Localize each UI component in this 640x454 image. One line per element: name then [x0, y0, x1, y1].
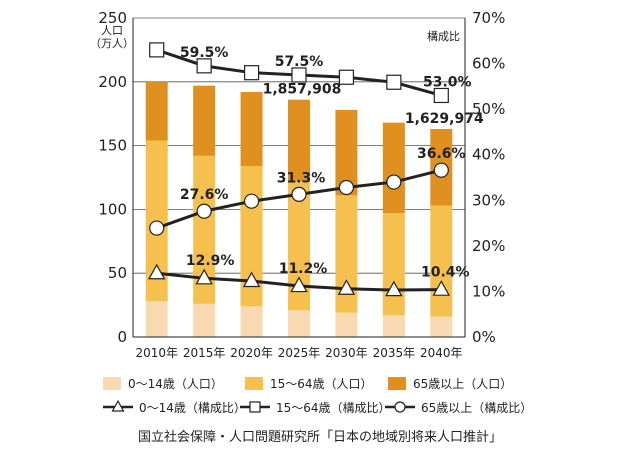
left-axis-unit: （万人） [90, 37, 134, 50]
legend-label: 65歳以上（人口） [413, 377, 512, 391]
line-point-circle [291, 186, 307, 202]
bar-segment [240, 306, 263, 337]
bar-segment [335, 312, 358, 337]
x-tick-label: 2035年 [373, 346, 416, 360]
bar-segment [382, 122, 405, 214]
bar-segment [430, 205, 453, 317]
x-tick-label: 2025年 [278, 346, 321, 360]
left-tick-label: 150 [98, 137, 127, 155]
bar-segment [382, 213, 405, 316]
bar-segment [145, 81, 168, 141]
line-point-square [386, 74, 402, 90]
line-value-label: 57.5% [275, 54, 324, 70]
line-point-circle [394, 401, 406, 413]
x-tick-label: 2020年 [230, 346, 273, 360]
legend-label: 0～14歳（構成比） [139, 401, 246, 415]
line-value-label: 12.9% [186, 253, 235, 269]
right-tick-label: 40% [472, 146, 505, 164]
left-axis-label: 人口 [101, 24, 123, 37]
bar-segment [335, 109, 358, 196]
left-tick-label: 100 [98, 200, 127, 218]
right-tick-label: 20% [472, 237, 505, 255]
lines-layer [147, 42, 451, 297]
bar-segment [193, 155, 216, 304]
right-tick-label: 70% [472, 9, 505, 27]
line-point-circle [196, 203, 212, 219]
line-point-square [291, 67, 307, 83]
line-point-triangle [242, 271, 261, 288]
bar-segment [288, 181, 310, 311]
line-point-circle [243, 193, 260, 209]
line-point-circle [149, 220, 165, 236]
line-point-circle [386, 174, 402, 190]
right-tick-label: 60% [472, 55, 505, 73]
line-point-square [149, 42, 165, 58]
line-point-triangle [432, 280, 451, 296]
legend-label: 15～64歳（構成比） [276, 401, 391, 415]
line-point-triangle [385, 280, 403, 297]
line-point-triangle [337, 279, 356, 295]
right-tick-label: 0% [472, 328, 496, 346]
line-value-label: 59.5% [180, 45, 229, 61]
legend-label: 65歳以上（構成比） [421, 401, 532, 415]
x-tick-label: 2010年 [135, 346, 178, 360]
right-tick-label: 30% [472, 191, 505, 209]
left-tick-label: 200 [98, 73, 127, 91]
right-axis-label: 構成比 [427, 30, 460, 43]
legend-label: 0～14歳（人口） [128, 377, 223, 391]
bar-segment [145, 301, 168, 337]
line-value-label: 11.2% [279, 261, 328, 277]
line-point-square [433, 87, 449, 104]
x-tick-label: 2015年 [183, 346, 226, 360]
line-point-square [243, 65, 260, 81]
legend-swatch [103, 377, 121, 390]
line-value-label: 10.4% [421, 265, 470, 281]
bar-segment [240, 92, 263, 167]
left-tick-label: 0 [117, 328, 127, 346]
line-point-triangle [195, 268, 213, 285]
bar-total-label: 1,629,974 [405, 111, 484, 127]
bar-segment [193, 85, 216, 156]
line-point-triangle [147, 263, 166, 280]
line-point-circle [338, 179, 355, 196]
line-value-label: 27.6% [180, 187, 229, 203]
bar-segment [288, 99, 310, 182]
line-point-circle [433, 162, 449, 178]
x-tick-label: 2030年 [325, 346, 368, 360]
bar-segment [430, 316, 453, 337]
legend-layer: 0～14歳（人口） 15～64歳（人口） 65歳以上（人口） 0～14歳（構成比） 15… [103, 377, 532, 415]
line-point-triangle [290, 276, 308, 293]
x-tick-label: 2040年 [420, 346, 463, 360]
line-value-label: 36.6% [417, 146, 466, 162]
bar-segment [288, 310, 310, 337]
legend-swatch [245, 377, 263, 390]
bar-segment [335, 195, 358, 313]
line-point-square [338, 69, 355, 85]
legend-label: 15～64歳（人口） [270, 377, 373, 391]
bar-segment [193, 303, 216, 337]
line-point-square [249, 401, 261, 413]
right-tick-label: 50% [472, 100, 505, 118]
line-value-label: 53.0% [423, 74, 472, 90]
left-tick-label: 50 [108, 264, 127, 282]
bar-total-label: 1,857,908 [263, 82, 342, 98]
line-value-label: 31.3% [277, 170, 326, 186]
labels-layer: 59.5% 57.5% 53.0% 27.6% 31.3% 36.6% 12.9% 11.2%… [180, 45, 484, 281]
legend-swatch [388, 377, 406, 390]
line-point-triangle [111, 399, 125, 412]
bar-segment [382, 315, 405, 337]
left-tick-label: 250 [98, 9, 127, 27]
line-point-square [196, 58, 212, 74]
source-note: 国立社会保障・人口問題研究所「日本の地域別将来人口推計」 [138, 429, 502, 445]
right-tick-label: 10% [472, 282, 505, 300]
